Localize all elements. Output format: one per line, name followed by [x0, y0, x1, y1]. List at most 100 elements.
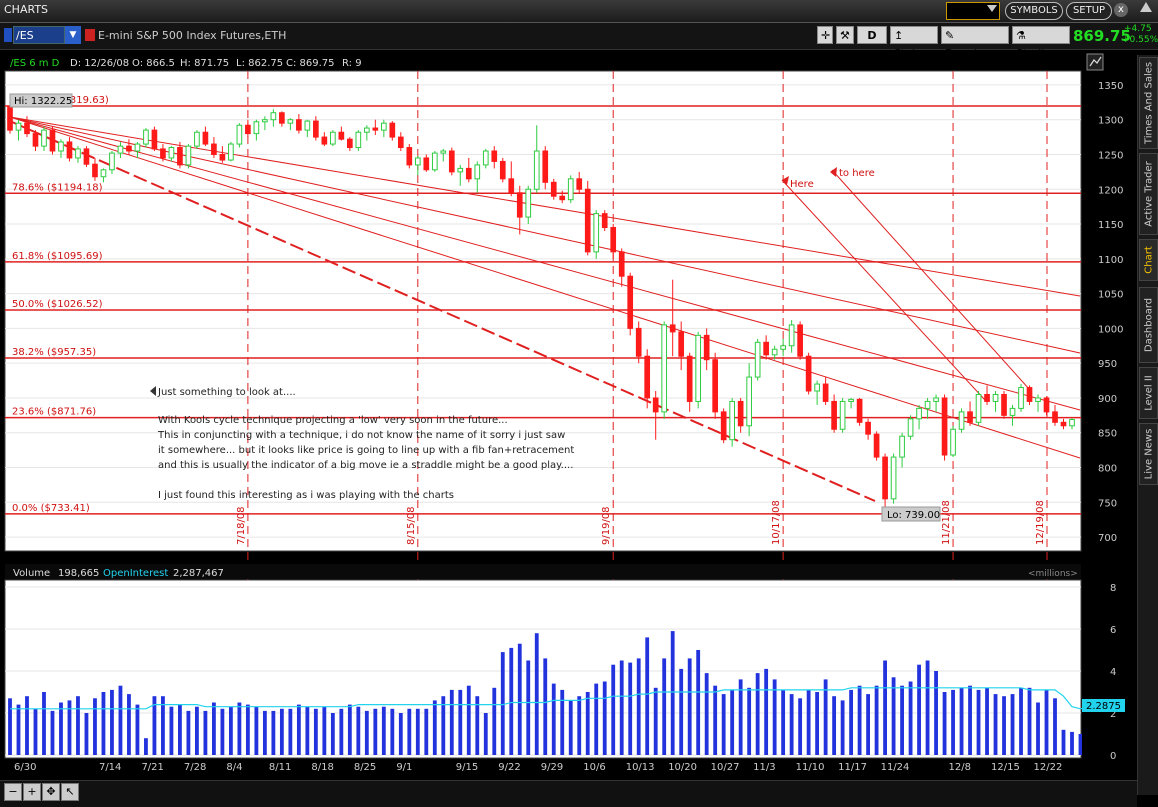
volume-bar — [178, 704, 182, 755]
drawings-button[interactable]: ✎ Drawings — [941, 26, 1009, 60]
candle-body — [984, 393, 990, 402]
volume-bar — [245, 704, 250, 755]
volume-bar — [8, 698, 12, 755]
candle-body — [202, 131, 209, 145]
symbols-button[interactable]: SYMBOLS — [1005, 2, 1063, 20]
here-arrow-line[interactable] — [781, 179, 986, 401]
symbol-input[interactable]: /ES — [13, 26, 65, 44]
candle-body — [508, 178, 515, 194]
fib-level-label: 78.6% ($1194.18) — [12, 182, 103, 193]
volume-bar — [330, 713, 335, 755]
candle-body — [448, 150, 455, 173]
flask-icon: ⚗ — [1016, 29, 1026, 42]
candle-body — [916, 407, 922, 420]
close-icon[interactable]: x — [1114, 3, 1128, 17]
fib-retracement[interactable] — [5, 105, 1081, 515]
pan-icon[interactable]: ✥ — [42, 783, 60, 801]
volume-bar — [747, 687, 752, 755]
candle-body — [66, 141, 73, 159]
candle-body — [780, 345, 786, 350]
symbol-info-icon[interactable] — [85, 29, 95, 41]
volume-bar — [917, 664, 921, 755]
volume-bar — [339, 708, 344, 755]
date-tick-label: 9/22 — [498, 762, 520, 773]
open-interest-line — [10, 687, 1106, 710]
tab-live-news[interactable]: Live News — [1139, 423, 1158, 485]
candle-body — [729, 400, 735, 441]
volume-bar — [1044, 689, 1049, 755]
volume-bar — [755, 673, 760, 755]
tab-level-ii[interactable]: Level II — [1139, 367, 1158, 419]
volume-bar — [968, 685, 972, 755]
pointer-icon[interactable]: ↖ — [61, 783, 79, 801]
volume-bar — [806, 689, 811, 755]
volume-bar — [84, 713, 89, 755]
setup-button[interactable]: SETUP — [1066, 2, 1112, 20]
note-line: This in conjuncting with a technique, i … — [157, 430, 565, 441]
price-tick-label: 1000 — [1098, 324, 1123, 335]
volume-bar — [186, 710, 191, 755]
candle-body — [1009, 407, 1016, 416]
volume-bar — [390, 708, 395, 755]
candle-body — [228, 143, 234, 161]
wrench-tool-icon[interactable]: ⚒ — [836, 26, 854, 44]
date-tick-label: 11/24 — [881, 762, 910, 773]
volume-bar — [619, 660, 624, 755]
candle-body — [168, 147, 175, 159]
chart-area[interactable]: /ES 6 m D D: 12/26/08 O: 866.5 H: 871.75… — [0, 50, 1137, 780]
link-color-box[interactable] — [946, 2, 1000, 20]
symbol-dropdown-button[interactable]: ▼ — [65, 26, 81, 44]
candle-body — [788, 324, 795, 347]
candle-body — [678, 331, 685, 357]
candle-body — [695, 334, 702, 402]
lo-label-box — [881, 506, 941, 522]
volume-bar — [381, 706, 386, 755]
volume-bar — [781, 689, 786, 755]
candle-body — [372, 127, 379, 131]
tab-active-trader[interactable]: Active Trader — [1139, 153, 1158, 235]
volume-bar — [1019, 687, 1023, 755]
fan-line-4[interactable] — [9, 116, 1081, 459]
volume-bar — [849, 689, 854, 755]
volume-bar — [407, 708, 412, 755]
style-button[interactable]: ↥ Style — [890, 26, 938, 60]
volume-bar — [398, 713, 403, 755]
zoom-out-icon[interactable]: − — [4, 783, 22, 801]
price-tick-label: 1050 — [1098, 290, 1123, 301]
volume-tick-label: 2 — [1110, 709, 1116, 720]
volume-bar — [764, 668, 769, 755]
header-symbol-period: /ES 6 m D — [10, 58, 60, 69]
candle-body — [253, 121, 260, 135]
candle-body — [763, 341, 769, 356]
zoom-in-icon[interactable]: + — [23, 783, 41, 801]
tab-times-and-sales[interactable]: Times And Sales — [1139, 57, 1158, 149]
chevron-down-icon[interactable] — [987, 5, 997, 12]
crosshair-tool-icon[interactable]: ✛ — [817, 26, 833, 44]
scroll-up-icon[interactable] — [1140, 2, 1152, 12]
tab-dashboard[interactable]: Dashboard — [1139, 287, 1158, 363]
volume-bar — [602, 681, 607, 755]
date-tick-label: 7/14 — [99, 762, 121, 773]
aggregation-button[interactable]: D — [857, 26, 887, 44]
tab-chart[interactable]: Chart — [1139, 239, 1158, 281]
date-tick-label: 10/27 — [711, 762, 740, 773]
volume-bar — [526, 660, 531, 755]
volume-bar — [857, 685, 862, 755]
to-here-arrow-line[interactable] — [831, 169, 1031, 391]
candle-body — [338, 131, 345, 140]
candle-body — [848, 398, 854, 402]
cycle-date-label: 10/17/08 — [771, 500, 782, 545]
link-icon[interactable] — [4, 28, 12, 42]
candle-body — [669, 324, 676, 333]
candle-body — [185, 145, 192, 166]
fib-level-label: 0.0% ($733.41) — [12, 503, 90, 514]
volume-bar — [976, 689, 981, 755]
studies-button[interactable]: ⚗ Studies — [1012, 26, 1070, 60]
header-range: R: 9 — [342, 58, 362, 69]
volume-bar — [1027, 687, 1032, 755]
date-tick-label: 9/1 — [396, 762, 412, 773]
header-low: L: 862.75 — [236, 58, 283, 69]
chart-settings-icon[interactable] — [1086, 53, 1104, 71]
volume-bar — [900, 685, 904, 755]
candle-body — [610, 227, 617, 253]
